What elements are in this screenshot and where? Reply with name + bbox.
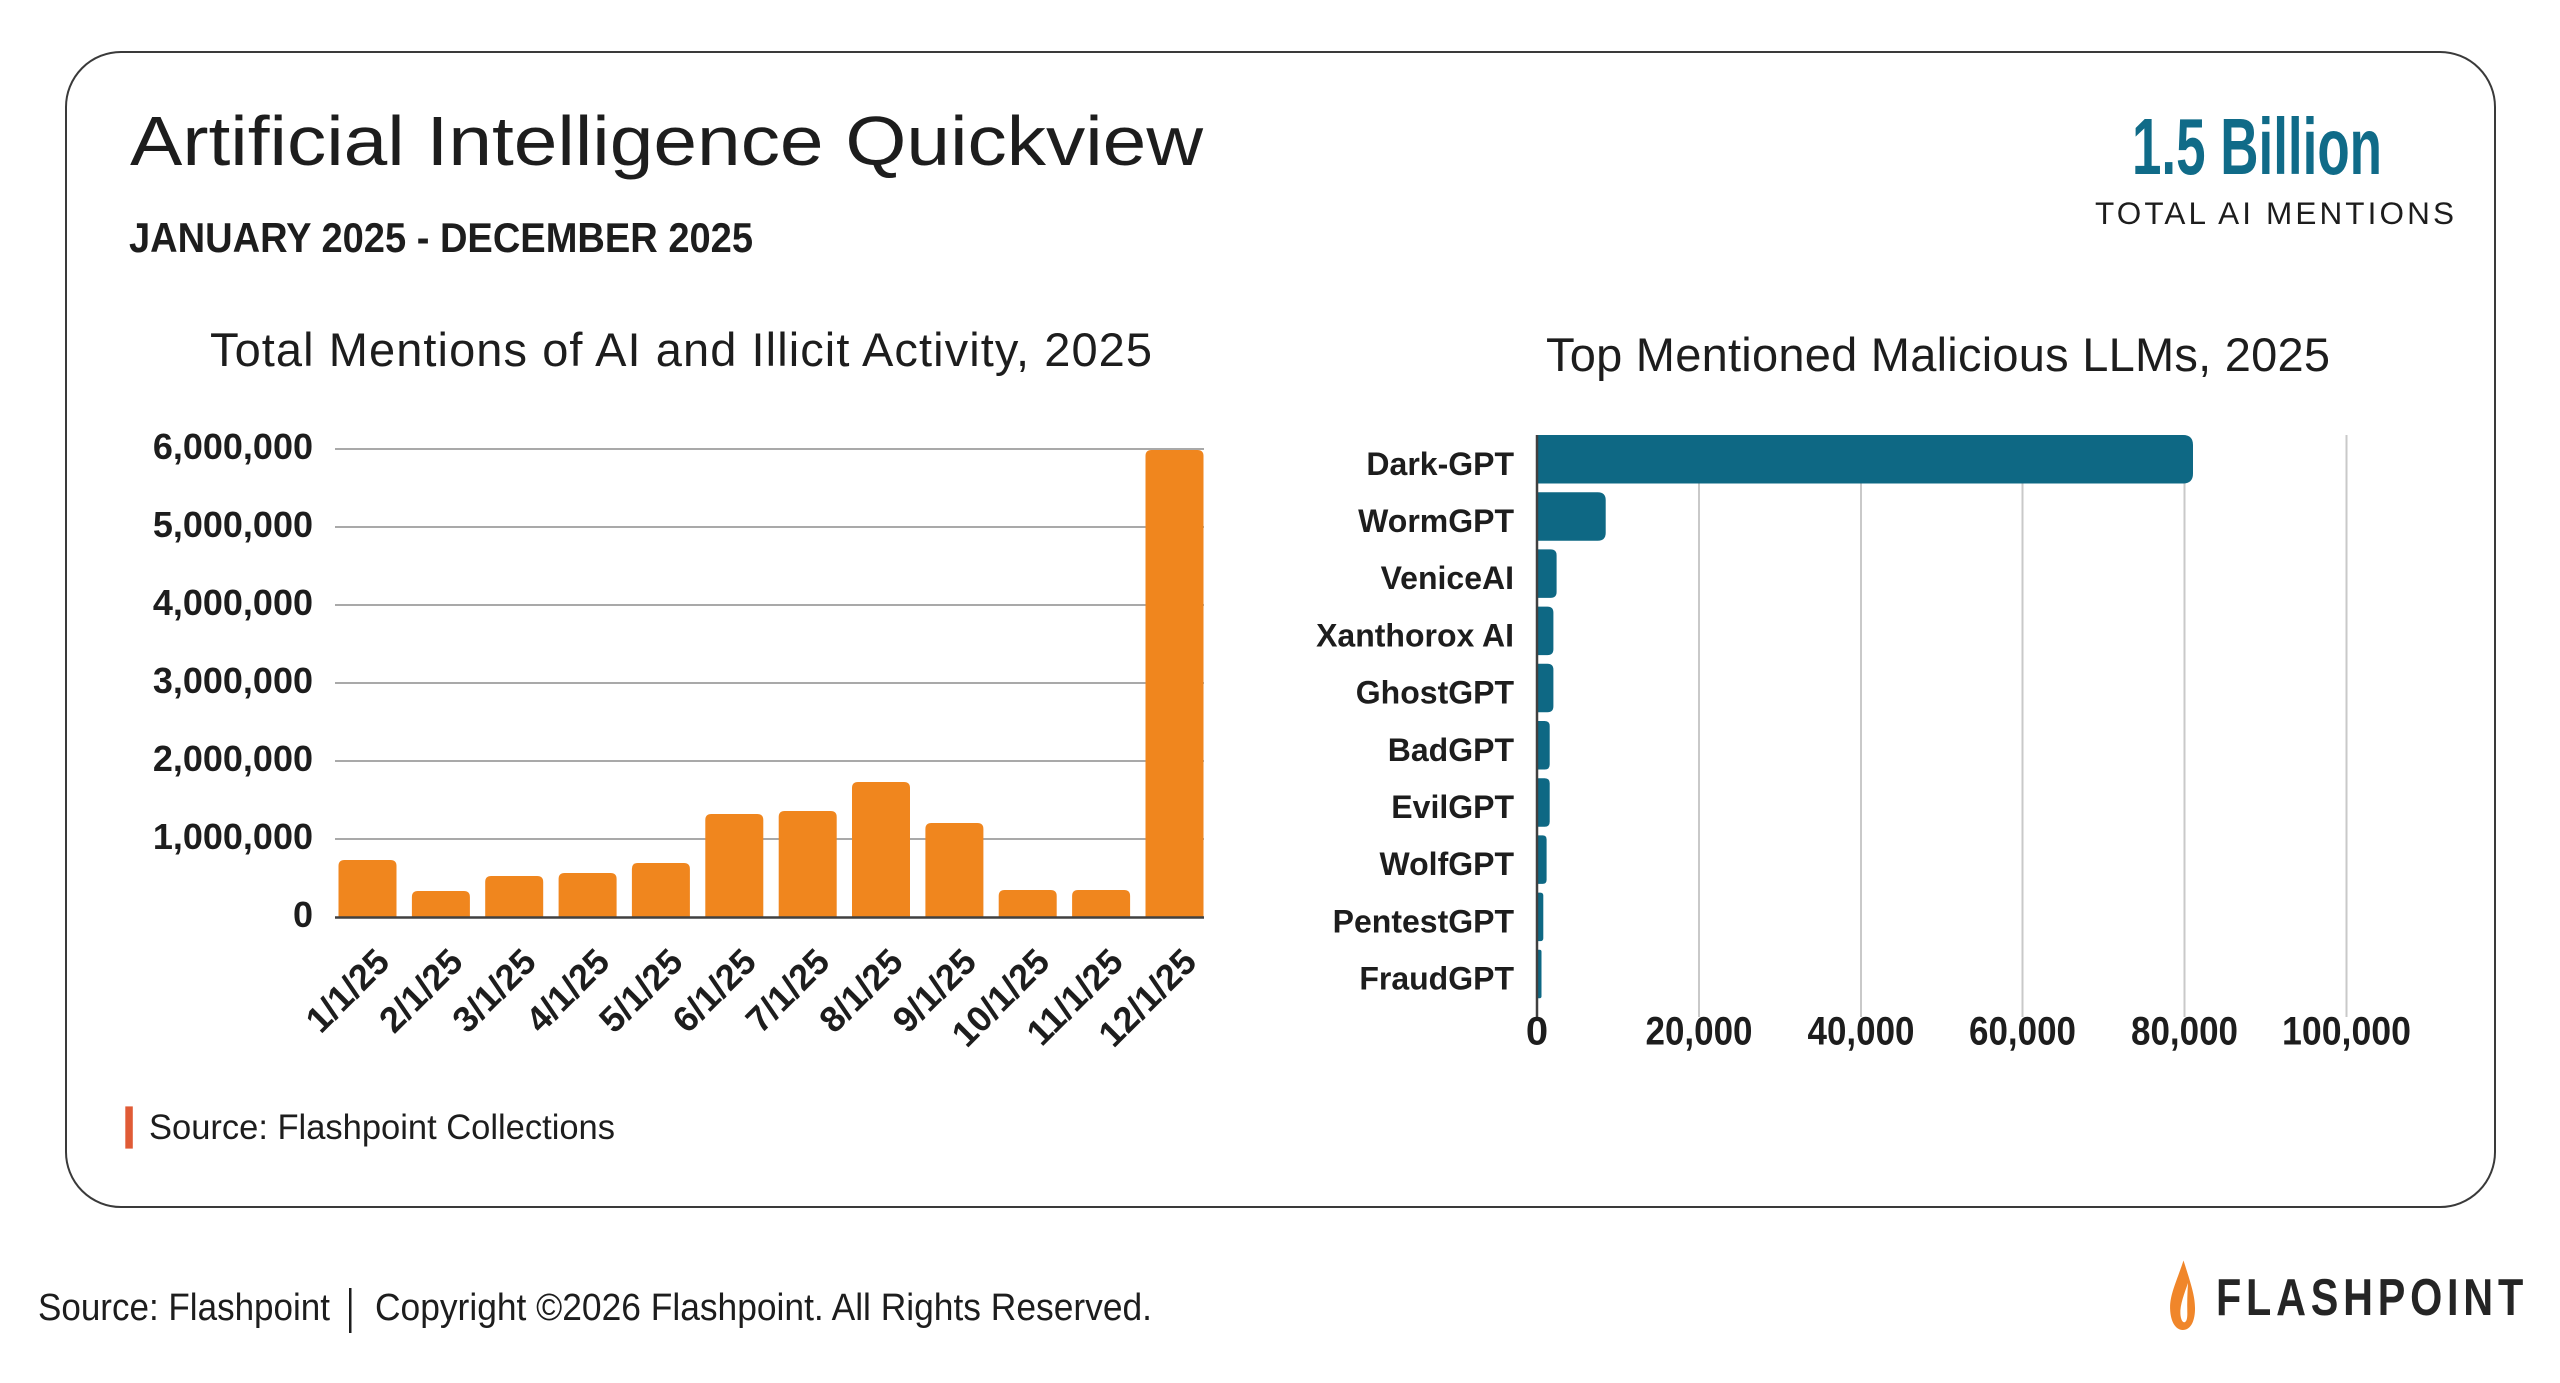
svg-text:Source: Flashpoint Collections: Source: Flashpoint Collections: [149, 1108, 615, 1147]
svg-text:FLASHPOINT: FLASHPOINT: [2216, 1269, 2528, 1327]
svg-text:EvilGPT: EvilGPT: [1391, 789, 1514, 825]
svg-text:WormGPT: WormGPT: [1358, 503, 1514, 539]
svg-text:Source: Flashpoint: Source: Flashpoint: [38, 1287, 330, 1329]
svg-text:80,000: 80,000: [2131, 1010, 2238, 1054]
svg-text:PentestGPT: PentestGPT: [1333, 903, 1515, 939]
svg-text:1.5 Billion: 1.5 Billion: [2132, 102, 2382, 191]
svg-text:Dark-GPT: Dark-GPT: [1366, 446, 1514, 482]
svg-text:6,000,000: 6,000,000: [153, 426, 313, 467]
svg-text:20,000: 20,000: [1646, 1010, 1753, 1054]
svg-text:4,000,000: 4,000,000: [153, 582, 313, 623]
svg-text:1,000,000: 1,000,000: [153, 816, 313, 857]
svg-text:Total Mentions of AI and Illic: Total Mentions of AI and Illicit Activit…: [210, 323, 1152, 376]
svg-text:TOTAL AI MENTIONS: TOTAL AI MENTIONS: [2095, 195, 2454, 231]
svg-text:100,000: 100,000: [2282, 1010, 2411, 1054]
svg-text:Top Mentioned Malicious LLMs,: Top Mentioned Malicious LLMs, 2025: [1546, 328, 2330, 381]
svg-text:3,000,000: 3,000,000: [153, 660, 313, 701]
svg-text:0: 0: [1526, 1010, 1548, 1054]
svg-text:Copyright ©2026 Flashpoint. Al: Copyright ©2026 Flashpoint. All Rights R…: [375, 1287, 1152, 1329]
svg-text:60,000: 60,000: [1969, 1010, 2076, 1054]
svg-text:VeniceAI: VeniceAI: [1381, 560, 1514, 596]
svg-text:Artificial Intelligence Quickv: Artificial Intelligence Quickview: [130, 102, 1204, 180]
svg-text:WolfGPT: WolfGPT: [1380, 846, 1515, 882]
svg-text:40,000: 40,000: [1808, 1010, 1915, 1054]
svg-text:FraudGPT: FraudGPT: [1359, 961, 1514, 997]
svg-text:GhostGPT: GhostGPT: [1356, 675, 1515, 711]
svg-text:JANUARY 2025 - DECEMBER 2025: JANUARY 2025 - DECEMBER 2025: [129, 214, 753, 261]
svg-text:2,000,000: 2,000,000: [153, 738, 313, 779]
svg-text:BadGPT: BadGPT: [1388, 732, 1515, 768]
svg-text:5,000,000: 5,000,000: [153, 504, 313, 545]
svg-text:Xanthorox AI: Xanthorox AI: [1316, 617, 1514, 653]
svg-text:0: 0: [293, 894, 313, 935]
